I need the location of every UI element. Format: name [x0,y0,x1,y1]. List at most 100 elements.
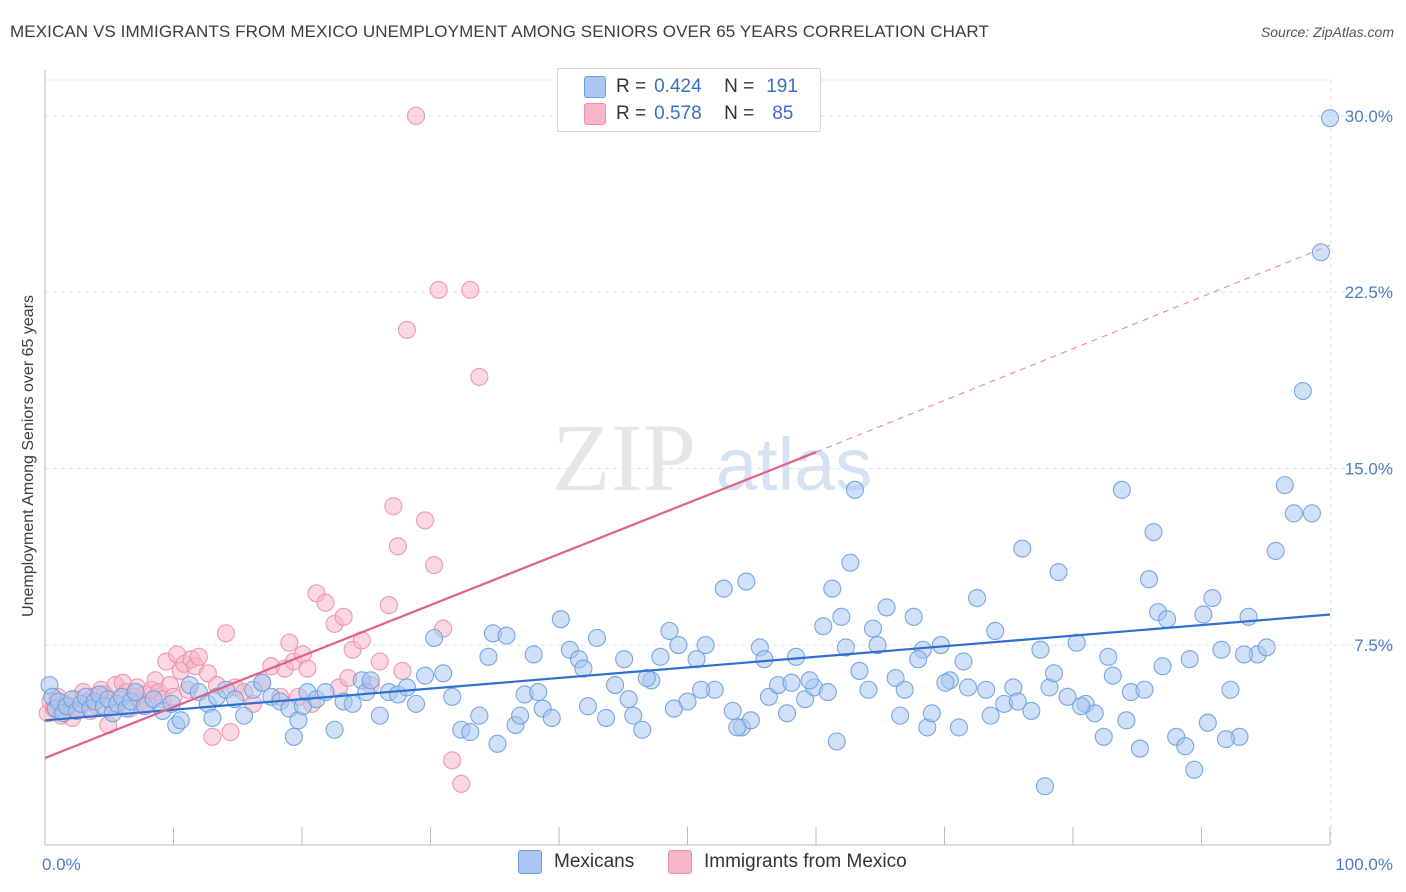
legend-r-label: R = [616,76,647,97]
mexicans-point [1216,730,1235,749]
mexicans-point [542,708,561,728]
mexicans-point [1198,713,1217,732]
mexicans-point [619,690,638,709]
mexicans-point [361,671,380,690]
mexicans-point [1067,633,1086,652]
mexicans-point [343,694,362,713]
immigrants-point [429,280,448,299]
mexicans-point [1180,650,1199,669]
mexicans-point [868,636,887,655]
y-tick-label: 22.5% [1345,283,1393,302]
mexicans-point [1013,539,1032,558]
mexicans-point [1008,692,1027,711]
immigrants-point [203,727,222,746]
mexicans-point [443,687,462,706]
mexicans-point [981,706,1000,725]
legend-item-mexicans: Mexicans [518,850,634,874]
mexicans-point [737,572,756,591]
mexicans-point [986,621,1005,640]
mexicans-point [397,678,417,697]
mexicans-point [1320,109,1340,128]
mexicans-point [1135,680,1154,699]
mexicans-point [1022,701,1041,720]
mexicans-point [814,617,833,636]
mexicans-point [1044,664,1064,683]
mexicans-point [832,607,851,626]
mexicans-point [1212,640,1231,659]
mexicans-point [1072,697,1091,716]
mexicans-point [325,720,344,739]
y-tick-label: 7.5% [1354,636,1393,655]
mexicans-point [606,676,625,695]
mexicans-point [1153,657,1172,676]
chart-source: Source: ZipAtlas.com [1260,24,1394,40]
mexicans-point [823,579,842,598]
mexicans-point [1035,777,1054,796]
legend-n-value: 85 [772,103,794,124]
mexicans-point [895,680,914,699]
mexicans-point [1058,687,1077,706]
mexicans-point [615,650,634,669]
mexicans-point [370,706,389,725]
mexicans-point [1144,523,1163,542]
immigrants-point [452,774,471,793]
mexicans-point [877,598,896,617]
mexicans-point [827,732,846,751]
mexicans-point [633,720,652,739]
immigrants-point [280,633,299,652]
legend-label-mexicans: Mexicans [554,851,635,872]
mexicans-point [1094,727,1113,746]
mexicans-point [1112,480,1131,499]
y-axis-label: Unemployment Among Seniors over 65 years [20,295,37,617]
mexicans-point [968,588,987,608]
mexicans-point [891,706,910,725]
mexicans-point [1234,645,1254,664]
legend-n-label: N = [724,103,755,124]
watermark: ZIP atlas [552,404,872,511]
mexicans-point [1103,666,1122,685]
mexicans-point [1158,610,1177,629]
immigrants-point [189,647,208,666]
y-tick-label: 15.0% [1345,460,1393,479]
mexicans-point [836,638,855,657]
mexicans-point [1194,605,1213,624]
mexicans-point [1203,588,1222,608]
mexicans-point [1284,504,1303,523]
immigrants-point [298,659,317,678]
mexicans-point [949,718,969,737]
mexicans-point [425,628,444,648]
mexicans-point [818,683,837,702]
immigrants-trend-line [44,451,817,759]
mexicans-point [284,727,303,746]
mexicans-point [755,650,774,669]
mexicans-point [1266,541,1285,561]
immigrants-point [316,593,335,612]
immigrants-point [388,537,407,556]
mexicans-point [416,666,435,685]
mexicans-point [787,647,806,666]
mexicans-point [782,673,801,692]
mexicans-point [1293,381,1312,401]
series-legend: Mexicans Immigrants from Mexico [0,850,1406,878]
immigrants-point [216,624,236,643]
legend-r-value: 0.424 [654,76,702,97]
trend-lines [44,244,1331,759]
x-tick-label: 0.0% [42,855,81,874]
immigrants-point [443,751,462,770]
immigrants-point [425,556,444,575]
chart-title: MEXICAN VS IMMIGRANTS FROM MEXICO UNEMPL… [10,22,989,41]
mexicans-point [841,553,860,572]
mexicans-point [1257,638,1276,657]
mexicans-point [909,650,928,669]
mexicans-point [922,704,941,723]
mexicans-point [800,671,819,690]
mexicans-point [551,610,570,629]
immigrants-point [384,497,403,516]
mexicans-point [777,704,797,723]
mexicans-point [954,652,973,671]
immigrants-point [470,367,489,386]
mexicans-point [1302,504,1321,523]
mexicans-point [1221,680,1240,699]
legend-r-value: 0.578 [654,103,702,124]
mexicans-point [1176,737,1195,756]
